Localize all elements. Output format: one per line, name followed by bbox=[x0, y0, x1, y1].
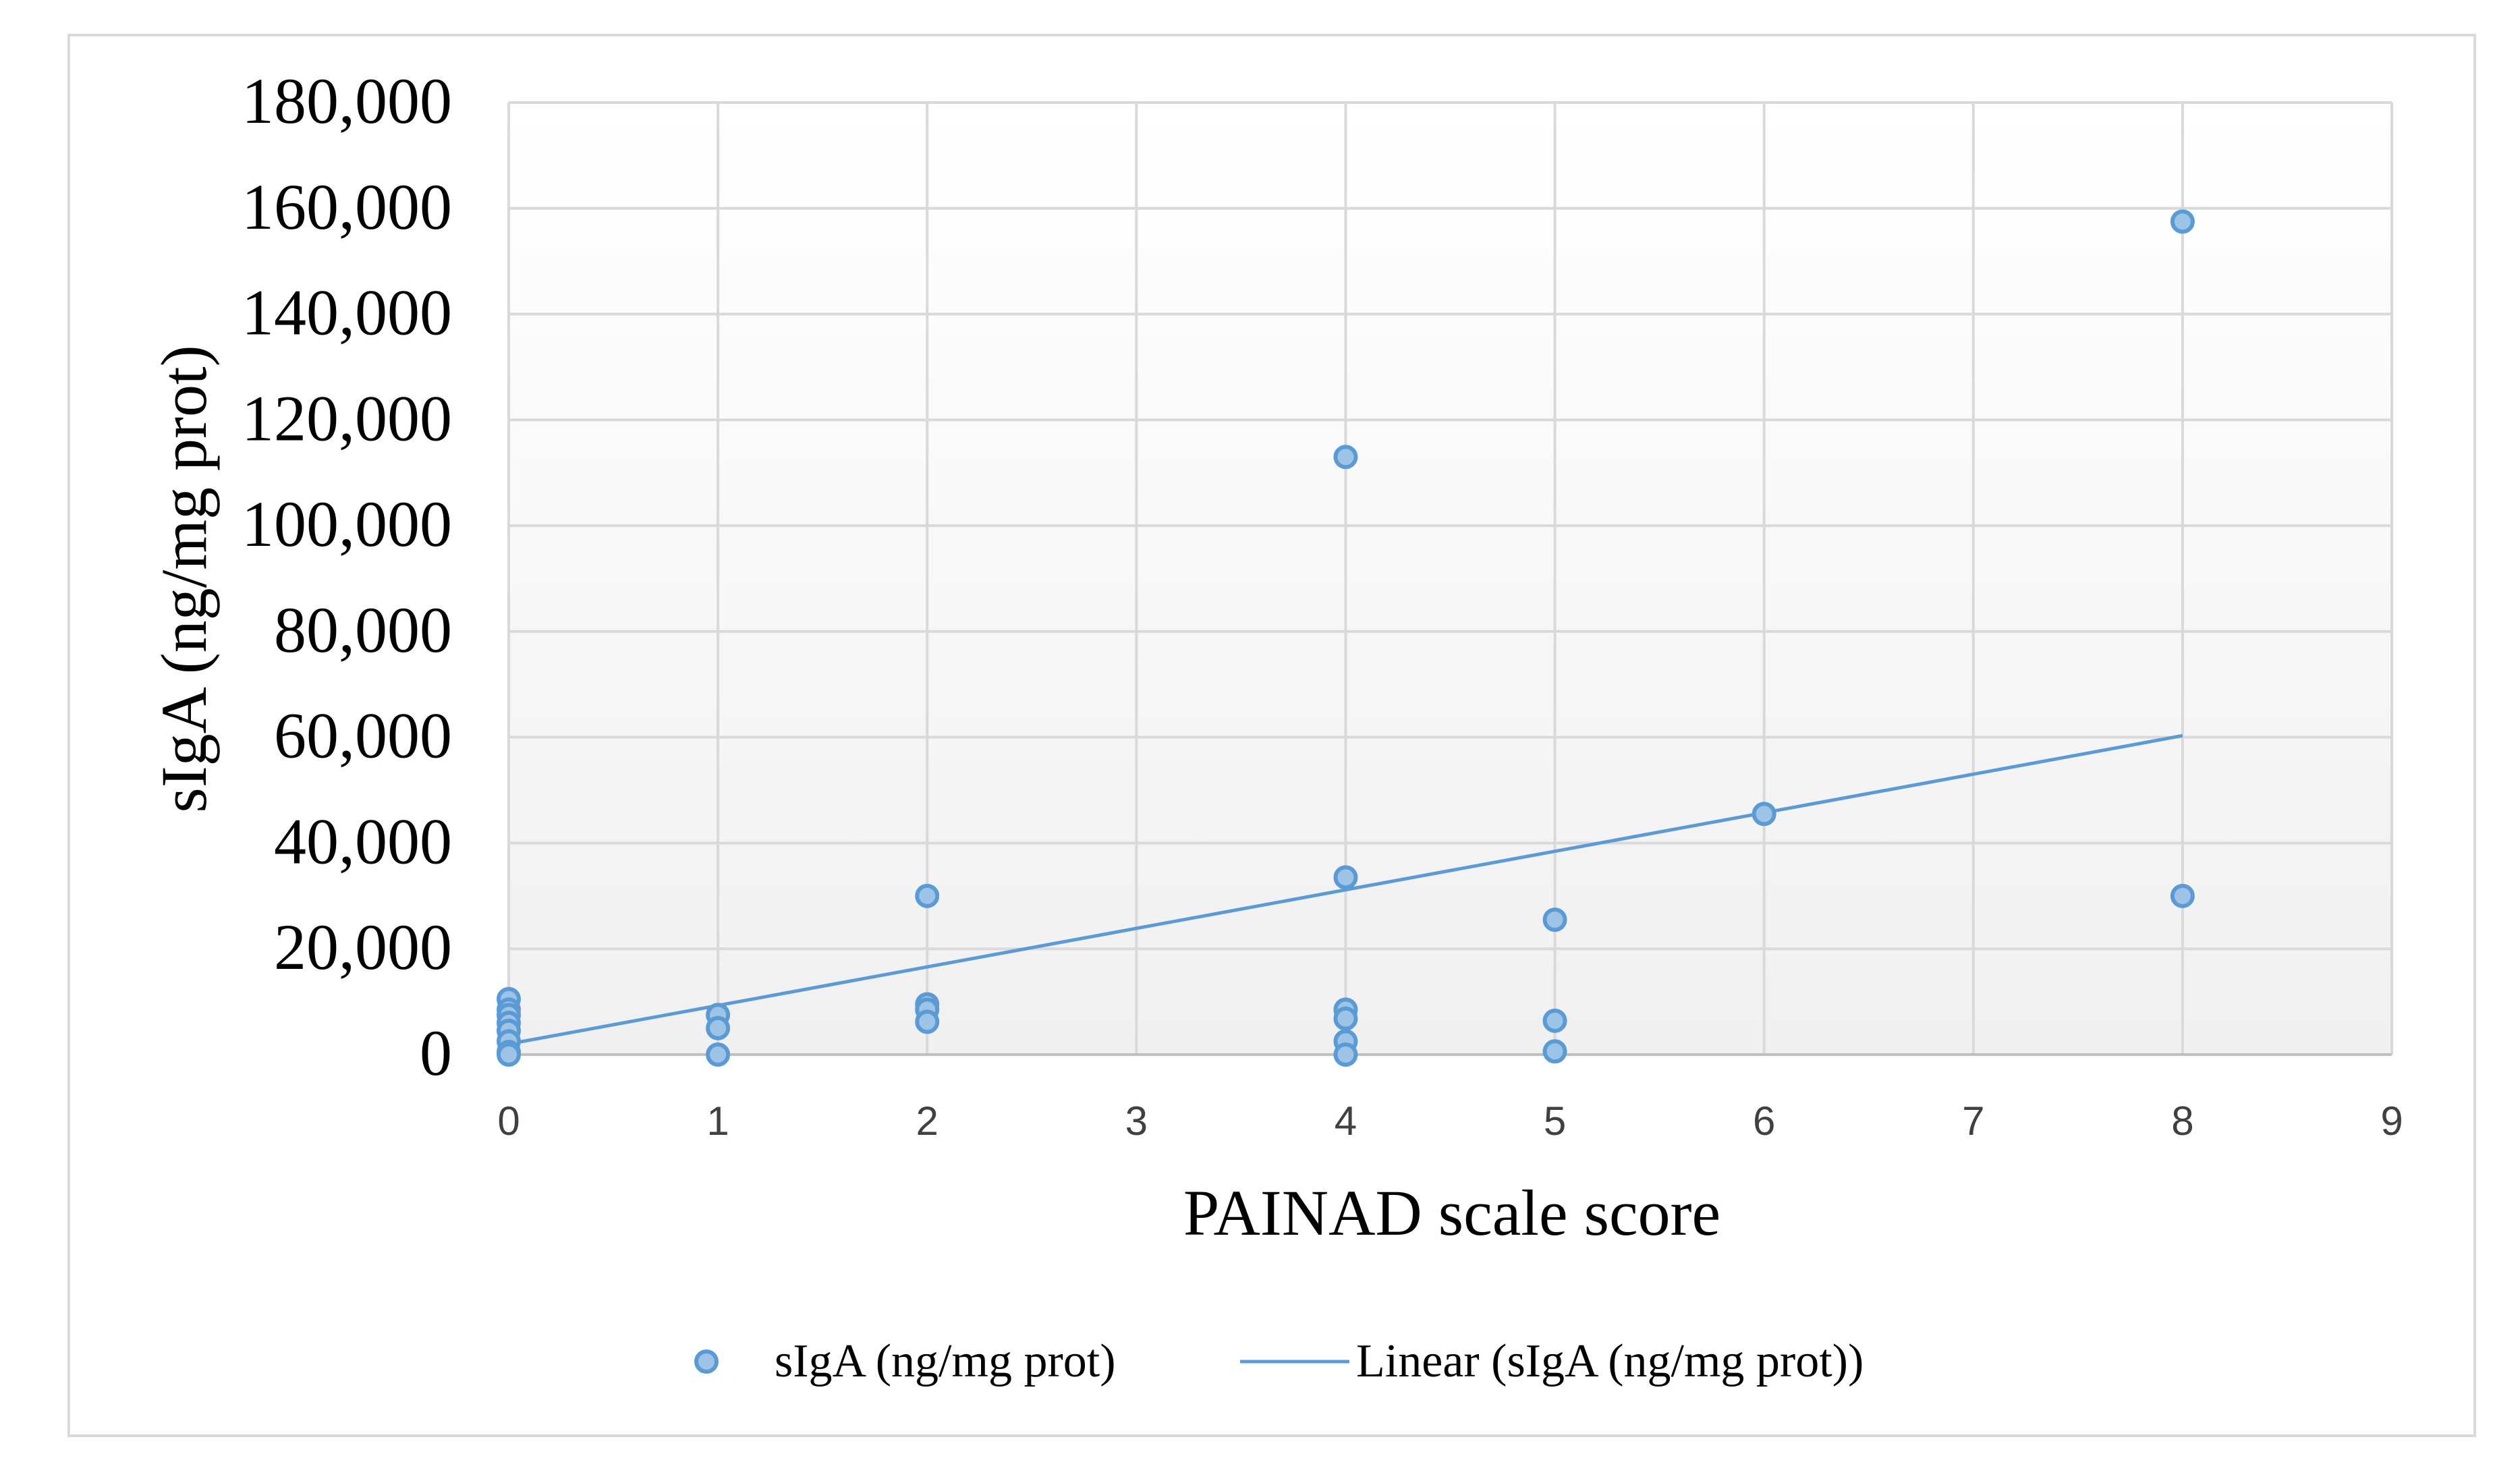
trendline bbox=[508, 733, 2183, 1046]
tick-labels: 0 20,000 40,000 60,000 80,000 100,000 120,000 1… bbox=[242, 65, 2403, 1144]
x-tick-label: 8 bbox=[2171, 1098, 2193, 1144]
x-tick-label: 6 bbox=[1753, 1098, 1775, 1144]
data-point bbox=[2170, 209, 2195, 234]
y-tick-label: 140,000 bbox=[242, 277, 452, 349]
data-point bbox=[1333, 1006, 1358, 1031]
gridlines bbox=[507, 101, 2393, 1055]
x-tick-label: 4 bbox=[1335, 1098, 1357, 1144]
data-point bbox=[1333, 865, 1358, 890]
plot-area bbox=[509, 103, 2392, 1055]
x-tick-label: 9 bbox=[2380, 1098, 2403, 1144]
legend: sIgA (ng/mg prot) Linear (sIgA (ng/mg pr… bbox=[694, 1335, 1864, 1387]
data-point bbox=[915, 883, 940, 908]
data-point bbox=[706, 1015, 731, 1040]
y-tick-label: 40,000 bbox=[274, 805, 452, 877]
y-tick-label: 120,000 bbox=[242, 382, 452, 454]
data-point bbox=[915, 1009, 940, 1034]
x-tick-label: 2 bbox=[916, 1098, 939, 1144]
y-tick-label: 20,000 bbox=[274, 911, 452, 983]
data-point bbox=[1542, 1039, 1567, 1064]
points-layer bbox=[497, 209, 2195, 1067]
x-tick-label: 3 bbox=[1125, 1098, 1148, 1144]
x-axis-title: PAINAD scale score bbox=[1183, 1177, 1720, 1249]
data-point bbox=[2170, 883, 2195, 908]
data-point bbox=[1333, 1042, 1358, 1067]
legend-marker-scatter bbox=[694, 1349, 719, 1374]
y-tick-label: 180,000 bbox=[242, 65, 452, 137]
x-tick-label: 7 bbox=[1962, 1098, 1984, 1144]
legend-label-scatter: sIgA (ng/mg prot) bbox=[775, 1335, 1116, 1387]
data-point bbox=[1542, 1008, 1567, 1033]
y-tick-label: 160,000 bbox=[242, 171, 452, 243]
data-point bbox=[497, 1042, 521, 1067]
y-tick-label: 0 bbox=[420, 1017, 452, 1089]
trendline-layer bbox=[508, 733, 2183, 1046]
y-tick-label: 60,000 bbox=[274, 700, 452, 772]
y-axis-title: sIgA (ng/mg prot) bbox=[148, 345, 220, 812]
data-point bbox=[1542, 907, 1567, 932]
legend-label-trendline: Linear (sIgA (ng/mg prot)) bbox=[1356, 1335, 1864, 1387]
y-tick-label: 80,000 bbox=[274, 594, 452, 666]
data-point bbox=[1752, 802, 1776, 827]
x-tick-label: 0 bbox=[497, 1098, 520, 1144]
data-point bbox=[706, 1042, 731, 1067]
x-tick-label: 1 bbox=[706, 1098, 729, 1144]
y-tick-label: 100,000 bbox=[242, 488, 452, 560]
data-point bbox=[1333, 445, 1358, 470]
x-tick-label: 5 bbox=[1544, 1098, 1566, 1144]
